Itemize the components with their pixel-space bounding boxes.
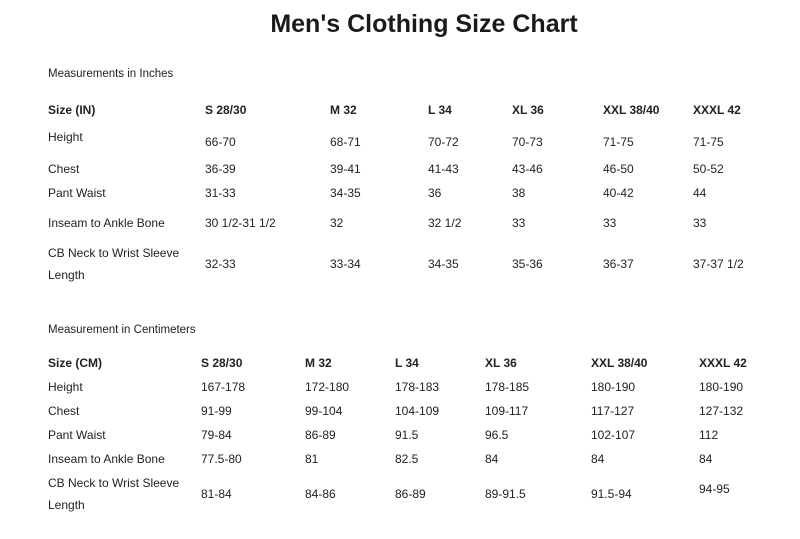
table-cell: 71-75 bbox=[693, 135, 724, 149]
table-cell: 84 bbox=[591, 452, 605, 466]
size-column-header: S 28/30 bbox=[205, 103, 247, 117]
table-cell: 96.5 bbox=[485, 428, 509, 442]
table-cell: 34-35 bbox=[330, 186, 361, 200]
size-column-header: M 32 bbox=[330, 103, 357, 117]
table-cell: 33 bbox=[603, 216, 617, 230]
table-cell: 112 bbox=[699, 428, 719, 442]
table-cell: 39-41 bbox=[330, 162, 361, 176]
table-cell: 32 bbox=[330, 216, 344, 230]
size-header-label: Size (IN) bbox=[48, 103, 96, 117]
table-cell: 91-99 bbox=[201, 404, 232, 418]
table-cell: 109-117 bbox=[485, 404, 529, 418]
size-column-header: XL 36 bbox=[512, 103, 544, 117]
row-label: Chest bbox=[48, 162, 80, 176]
row-label: CB Neck to Wrist Sleeve bbox=[48, 246, 180, 260]
table-cell: 34-35 bbox=[428, 257, 459, 271]
table-cell: 37-37 1/2 bbox=[693, 257, 744, 271]
table-cell: 46-50 bbox=[603, 162, 634, 176]
table-cell: 36 bbox=[428, 186, 442, 200]
table-cell: 86-89 bbox=[305, 428, 336, 442]
table-cell: 44 bbox=[693, 186, 707, 200]
table-cell: 38 bbox=[512, 186, 526, 200]
row-label: Inseam to Ankle Bone bbox=[48, 216, 165, 230]
table-cell: 68-71 bbox=[330, 135, 361, 149]
table-cell: 36-39 bbox=[205, 162, 236, 176]
size-column-header: XL 36 bbox=[485, 356, 517, 370]
size-column-header: L 34 bbox=[428, 103, 452, 117]
table-cell: 104-109 bbox=[395, 404, 440, 418]
inches-caption: Measurements in Inches bbox=[48, 68, 174, 80]
table-cell: 89-91.5 bbox=[485, 487, 526, 501]
table-cell: 50-52 bbox=[693, 162, 724, 176]
table-cell: 82.5 bbox=[395, 452, 419, 466]
size-column-header: S 28/30 bbox=[201, 356, 243, 370]
table-cell: 167-178 bbox=[201, 380, 246, 394]
table-cell: 178-185 bbox=[485, 380, 530, 394]
row-label: Pant Waist bbox=[48, 428, 106, 442]
table-cell: 33 bbox=[512, 216, 526, 230]
table-cell: 36-37 bbox=[603, 257, 634, 271]
size-column-header: L 34 bbox=[395, 356, 419, 370]
size-column-header: XXL 38/40 bbox=[591, 356, 648, 370]
table-cell: 117-127 bbox=[591, 404, 635, 418]
row-label: Height bbox=[48, 130, 83, 144]
table-cell: 180-190 bbox=[699, 380, 744, 394]
size-column-header: XXXL 42 bbox=[699, 356, 747, 370]
table-cell: 84 bbox=[485, 452, 499, 466]
table-cell: 77.5-80 bbox=[201, 452, 242, 466]
table-cell: 81 bbox=[305, 452, 319, 466]
table-cell: 180-190 bbox=[591, 380, 636, 394]
size-header-label: Size (CM) bbox=[48, 356, 102, 370]
table-cell: 94-95 bbox=[699, 482, 730, 496]
table-cell: 86-89 bbox=[395, 487, 426, 501]
page-title: Men's Clothing Size Chart bbox=[270, 10, 578, 38]
table-cell: 102-107 bbox=[591, 428, 636, 442]
row-label: Inseam to Ankle Bone bbox=[48, 452, 165, 466]
table-cell: 172-180 bbox=[305, 380, 350, 394]
table-cell: 84-86 bbox=[305, 487, 336, 501]
table-cell: 91.5-94 bbox=[591, 487, 632, 501]
table-cell: 32 1/2 bbox=[428, 216, 462, 230]
table-cell: 79-84 bbox=[201, 428, 232, 442]
table-cell: 178-183 bbox=[395, 380, 440, 394]
size-column-header: XXXL 42 bbox=[693, 103, 741, 117]
row-label: Height bbox=[48, 380, 83, 394]
size-column-header: XXL 38/40 bbox=[603, 103, 660, 117]
row-label: CB Neck to Wrist Sleeve bbox=[48, 476, 180, 490]
table-cell: 91.5 bbox=[395, 428, 419, 442]
table-cell: 33 bbox=[693, 216, 707, 230]
table-cell: 127-132 bbox=[699, 404, 744, 418]
table-cell: 66-70 bbox=[205, 135, 236, 149]
row-label-continued: Length bbox=[48, 498, 85, 512]
table-cell: 43-46 bbox=[512, 162, 543, 176]
row-label: Chest bbox=[48, 404, 80, 418]
table-cell: 31-33 bbox=[205, 186, 236, 200]
row-label: Pant Waist bbox=[48, 186, 106, 200]
table-cell: 41-43 bbox=[428, 162, 459, 176]
size-column-header: M 32 bbox=[305, 356, 332, 370]
table-cell: 40-42 bbox=[603, 186, 634, 200]
table-cell: 30 1/2-31 1/2 bbox=[205, 216, 276, 230]
table-cell: 32-33 bbox=[205, 257, 236, 271]
table-cell: 33-34 bbox=[330, 257, 361, 271]
table-cell: 35-36 bbox=[512, 257, 543, 271]
table-cell: 99-104 bbox=[305, 404, 343, 418]
centimeters-caption: Measurement in Centimeters bbox=[48, 324, 196, 336]
table-cell: 81-84 bbox=[201, 487, 232, 501]
table-cell: 70-72 bbox=[428, 135, 459, 149]
row-label-continued: Length bbox=[48, 268, 85, 282]
table-cell: 71-75 bbox=[603, 135, 634, 149]
table-cell: 84 bbox=[699, 452, 713, 466]
table-cell: 70-73 bbox=[512, 135, 543, 149]
